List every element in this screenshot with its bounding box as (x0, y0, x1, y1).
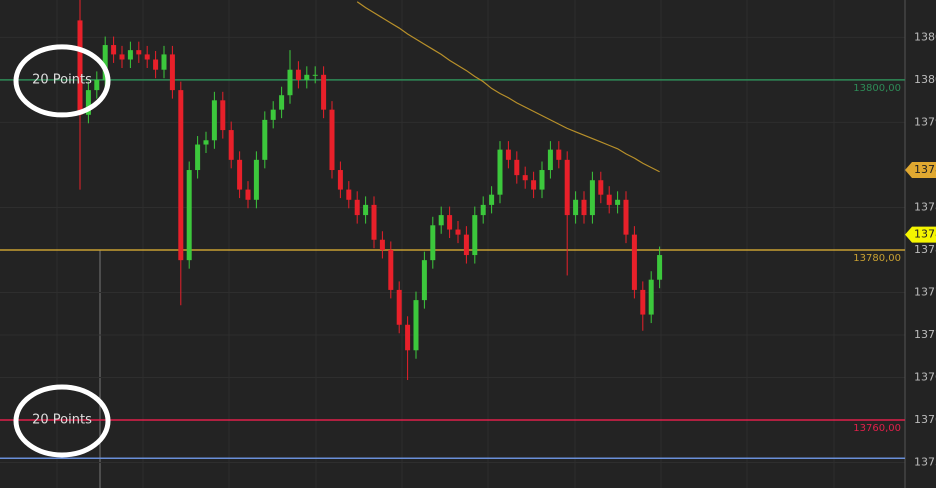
candle-body (94, 79, 100, 91)
candle-body (211, 100, 217, 141)
level-label: 13800,00 (853, 83, 901, 94)
y-tick-label: 1377 (914, 285, 936, 298)
annotation-circle (13, 384, 111, 458)
y-tick-label: 1376 (914, 413, 936, 426)
candle-body (346, 189, 352, 200)
candle-body (480, 204, 486, 216)
candle-body (589, 180, 595, 216)
candle-body (564, 159, 570, 216)
price-marker-label: 1378 (914, 163, 936, 176)
level-label: 13780,00 (853, 253, 901, 264)
y-tick-label: 1377 (914, 328, 936, 341)
candle-body (312, 74, 318, 76)
candle-body (161, 54, 167, 70)
candle-body (77, 20, 83, 115)
candle-body (287, 69, 293, 96)
candle-body (220, 100, 226, 131)
candle-body (203, 140, 209, 145)
candle-body (472, 215, 478, 256)
candle-body (270, 109, 276, 120)
candle-body (598, 180, 604, 195)
candle-body (430, 225, 436, 261)
y-tick-label: 1378 (914, 243, 936, 256)
candle-body (111, 45, 117, 55)
candle-body (379, 239, 385, 250)
candle-body (640, 289, 646, 315)
candle-body (253, 159, 259, 200)
candle-body (421, 260, 427, 301)
candle-body (186, 170, 192, 261)
candle-body (573, 199, 579, 216)
candle-body (329, 109, 335, 171)
candle-body (455, 229, 461, 235)
candle-body (396, 289, 402, 325)
annotation: 20 Points (32, 412, 92, 427)
annotation: 20 Points (32, 72, 92, 87)
candle-body (195, 144, 201, 171)
candle-body (547, 149, 553, 171)
candle-body (606, 194, 612, 205)
y-tick-label: 1375 (914, 455, 936, 468)
candle-body (321, 74, 327, 110)
price-marker-label: 1378 (914, 228, 936, 241)
candle-body (539, 170, 545, 190)
candle-body (363, 204, 369, 216)
candle-body (581, 199, 587, 216)
candle-body (178, 90, 184, 261)
y-tick-label: 1380 (914, 30, 936, 43)
vertical-grid (56, 0, 835, 488)
y-tick-label: 1379 (914, 115, 936, 128)
candle-body (447, 215, 453, 230)
candle-body (371, 204, 377, 240)
candle-body (304, 74, 310, 80)
candle-body (102, 45, 108, 80)
y-tick-label: 1376 (914, 370, 936, 383)
candle-body (388, 249, 394, 290)
price-axis (905, 0, 936, 488)
candle-body (531, 180, 537, 190)
candle-body (657, 255, 663, 280)
candle-body (337, 170, 343, 190)
candle-body (228, 130, 234, 160)
candle-body (144, 54, 150, 60)
candle-body (279, 95, 285, 110)
y-tick-label: 1378 (914, 200, 936, 213)
candle-body (262, 119, 268, 160)
candle-body (438, 215, 444, 226)
candle-body (514, 159, 520, 176)
candle-body (631, 234, 637, 290)
candle-body (489, 194, 495, 205)
annotation-circle (13, 44, 111, 118)
candle-body (615, 199, 621, 205)
candle-body (413, 300, 419, 351)
candle-body (505, 149, 511, 160)
candle-body (119, 54, 125, 60)
candle-body (354, 199, 360, 216)
candle-body (169, 54, 175, 91)
candle-body (237, 159, 243, 190)
candle-body (295, 69, 301, 80)
candle-body (623, 199, 629, 235)
candle-body (497, 149, 503, 195)
candle-body (463, 234, 469, 256)
y-tick-label: 1380 (914, 73, 936, 86)
candle-body (153, 59, 159, 70)
candle-body (85, 90, 91, 115)
candle-body (405, 324, 411, 351)
candle-body (245, 189, 251, 200)
candle-body (648, 279, 654, 315)
price-marker (905, 162, 936, 179)
candle-body (127, 50, 133, 60)
candle-body (136, 50, 142, 55)
price-marker (905, 226, 936, 243)
candle-body (522, 175, 528, 181)
moving-average (356, 1, 660, 173)
level-label: 13760,00 (853, 423, 901, 434)
candle-body (556, 149, 562, 160)
